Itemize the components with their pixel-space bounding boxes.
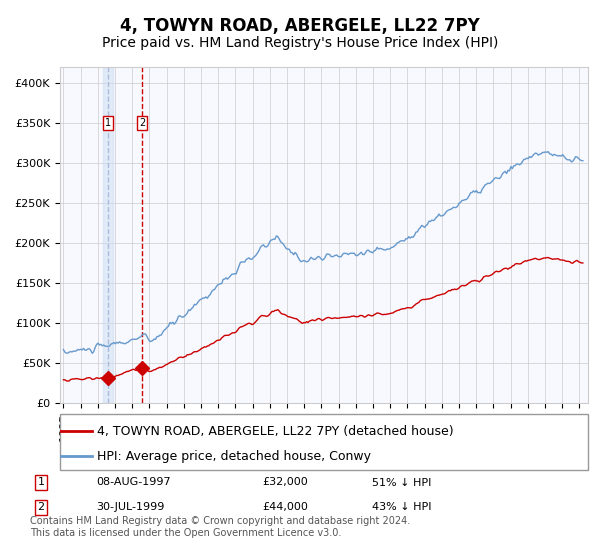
Text: 1: 1 [105, 118, 111, 128]
Text: 1: 1 [38, 478, 44, 488]
Text: 51% ↓ HPI: 51% ↓ HPI [372, 478, 431, 488]
Bar [103, 67, 113, 403]
Text: Contains HM Land Registry data © Crown copyright and database right 2024.
This d: Contains HM Land Registry data © Crown c… [30, 516, 410, 538]
Text: 43% ↓ HPI: 43% ↓ HPI [372, 502, 432, 512]
Text: Price paid vs. HM Land Registry's House Price Index (HPI): Price paid vs. HM Land Registry's House … [102, 36, 498, 50]
Text: £32,000: £32,000 [262, 478, 308, 488]
Text: 4, TOWYN ROAD, ABERGELE, LL22 7PY: 4, TOWYN ROAD, ABERGELE, LL22 7PY [120, 17, 480, 35]
Text: 2: 2 [37, 502, 44, 512]
FancyBboxPatch shape [60, 414, 588, 470]
Text: 2: 2 [139, 118, 145, 128]
Text: £44,000: £44,000 [262, 502, 308, 512]
Text: 30-JUL-1999: 30-JUL-1999 [96, 502, 164, 512]
Text: 4, TOWYN ROAD, ABERGELE, LL22 7PY (detached house): 4, TOWYN ROAD, ABERGELE, LL22 7PY (detac… [97, 424, 454, 438]
Text: 08-AUG-1997: 08-AUG-1997 [96, 478, 171, 488]
Text: HPI: Average price, detached house, Conwy: HPI: Average price, detached house, Conw… [97, 450, 371, 463]
